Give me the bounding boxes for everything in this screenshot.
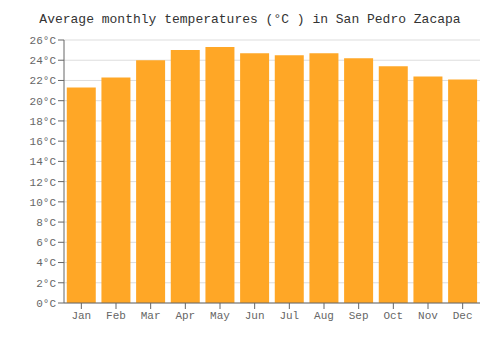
- svg-text:May: May: [210, 310, 230, 322]
- svg-text:Jul: Jul: [279, 310, 299, 322]
- svg-text:Oct: Oct: [383, 310, 403, 322]
- svg-text:Mar: Mar: [141, 310, 161, 322]
- svg-text:Nov: Nov: [418, 310, 438, 322]
- svg-text:0°C: 0°C: [36, 298, 56, 310]
- svg-text:16°C: 16°C: [30, 136, 57, 148]
- svg-text:8°C: 8°C: [36, 217, 56, 229]
- svg-text:24°C: 24°C: [30, 55, 57, 67]
- svg-text:22°C: 22°C: [30, 75, 57, 87]
- svg-text:Jun: Jun: [245, 310, 265, 322]
- svg-text:14°C: 14°C: [30, 156, 57, 168]
- svg-text:2°C: 2°C: [36, 278, 56, 290]
- svg-text:18°C: 18°C: [30, 116, 57, 128]
- svg-text:Dec: Dec: [453, 310, 473, 322]
- svg-text:20°C: 20°C: [30, 96, 57, 108]
- svg-text:Apr: Apr: [175, 310, 195, 322]
- svg-text:6°C: 6°C: [36, 237, 56, 249]
- svg-text:Jan: Jan: [71, 310, 91, 322]
- html-text:Average monthly temperatures (: Average monthly temperatures (°C ) in Sa…: [39, 12, 461, 27]
- svg-text:Sep: Sep: [349, 310, 369, 322]
- svg-text:Feb: Feb: [106, 310, 126, 322]
- svg-text:10°C: 10°C: [30, 197, 57, 209]
- svg-text:12°C: 12°C: [30, 177, 57, 189]
- svg-text:4°C: 4°C: [36, 257, 56, 269]
- svg-text:26°C: 26°C: [30, 35, 57, 47]
- svg-text:Aug: Aug: [314, 310, 334, 322]
